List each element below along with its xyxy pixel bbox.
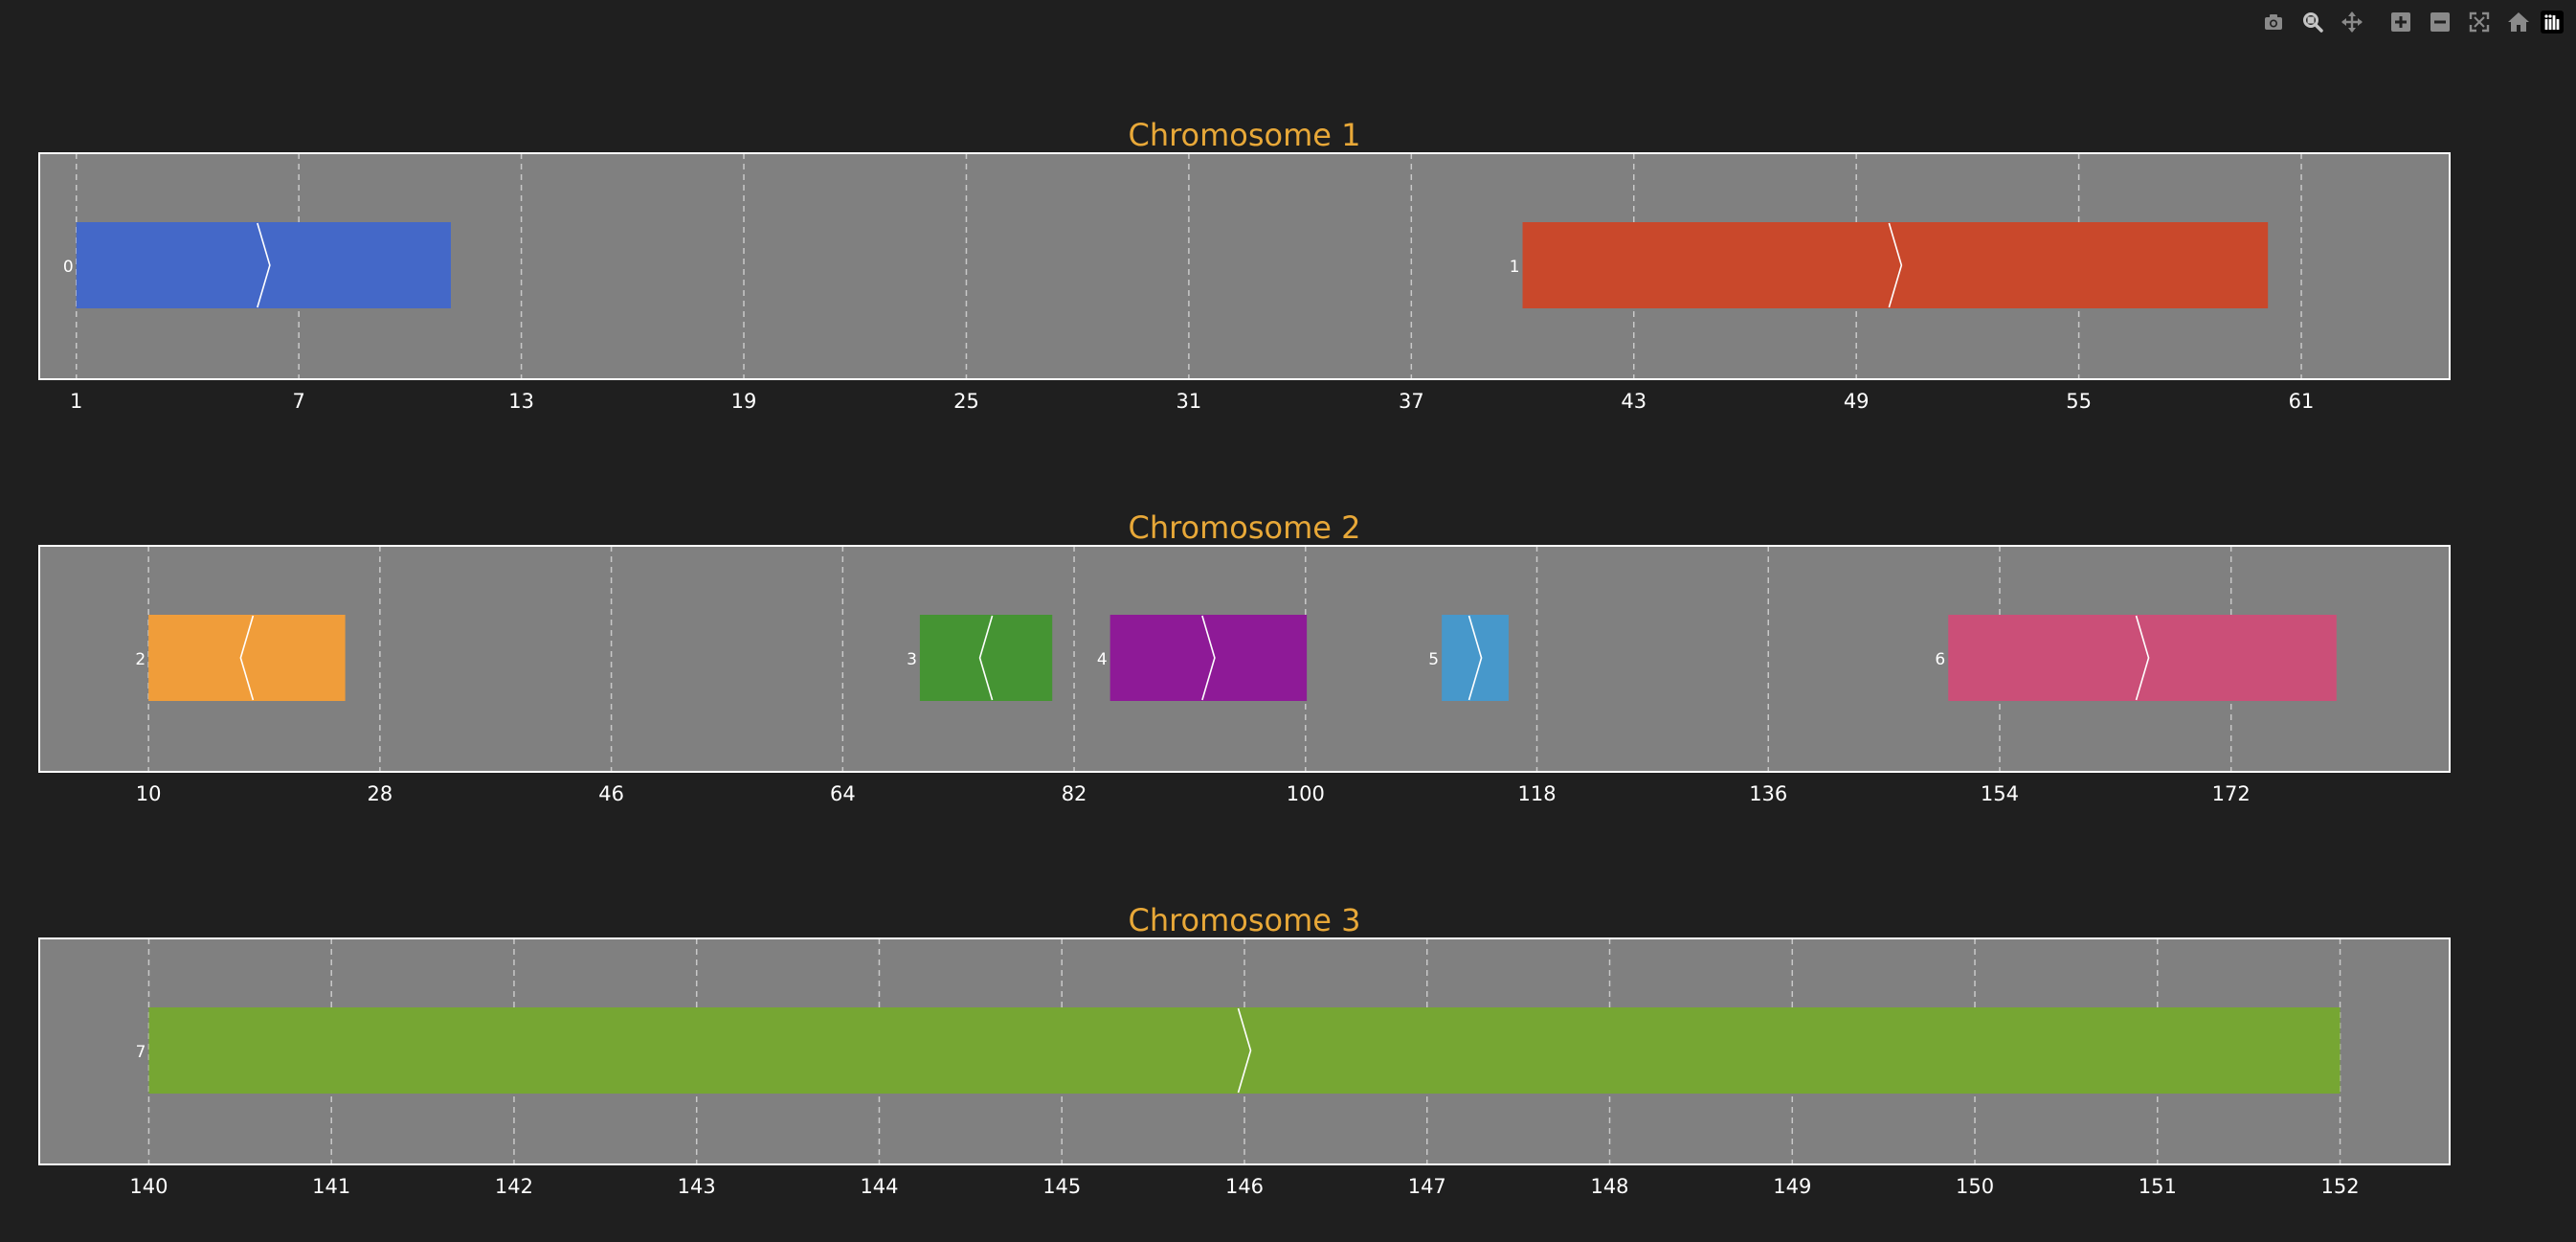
x-tick-label: 118 [1517,782,1556,805]
x-tick-label: 150 [1956,1175,1994,1198]
gene-label: 7 [136,1043,146,1062]
x-tick-label: 142 [495,1175,533,1198]
x-tick-label: 49 [1844,390,1870,413]
x-tick-label: 28 [368,782,393,805]
zoom-icon[interactable] [2293,8,2332,36]
x-tick-label: 136 [1749,782,1787,805]
x-tick-label: 148 [1590,1175,1628,1198]
gene-label: 1 [1510,258,1520,277]
strand-arrow-icon [239,615,255,701]
x-tick-label: 143 [678,1175,716,1198]
x-tick-label: 1 [70,390,82,413]
plot-frame [38,937,2451,1165]
chromosome-panel-1: Chromosome 1 1 7 13 19 25 31 37 43 49 55 61 0 1 [38,117,2451,413]
x-tick-label: 46 [598,782,624,805]
plotly-logo-icon[interactable] [2538,8,2566,36]
gene-label: 5 [1428,650,1439,669]
gene-bar[interactable] [1109,615,1308,701]
x-tick-label: 147 [1408,1175,1446,1198]
x-tick-label: 172 [2212,782,2251,805]
x-tick-label: 19 [731,390,757,413]
x-tick-label: 55 [2066,390,2092,413]
x-tick-label: 25 [953,390,979,413]
camera-icon[interactable] [2253,8,2293,36]
x-tick-label: 149 [1773,1175,1811,1198]
x-tick-label: 151 [2139,1175,2177,1198]
gene-label: 3 [907,650,917,669]
gene-label: 0 [63,258,74,277]
x-tick-label: 64 [830,782,856,805]
x-tick-label: 61 [2289,390,2315,413]
x-tick-label: 146 [1225,1175,1264,1198]
strand-arrow-icon [1888,222,1903,308]
gene-bar[interactable] [76,222,451,308]
gene-bar[interactable] [1442,615,1509,701]
x-tick-label: 152 [2320,1175,2359,1198]
gene-bar[interactable] [148,615,346,701]
gene-label: 6 [1935,650,1945,669]
x-tick-label: 140 [129,1175,168,1198]
x-tick-label: 82 [1062,782,1087,805]
chart-title: Chromosome 1 [1128,117,1360,153]
strand-arrow-icon [978,615,994,701]
home-icon[interactable] [2498,8,2538,36]
gene-label: 2 [135,650,146,669]
x-tick-label: 31 [1176,390,1202,413]
plot-frame [38,152,2451,380]
strand-arrow-icon [1237,1007,1252,1094]
chromosome-panel-3: Chromosome 3 140 141 142 143 144 145 146 147 148 1… [38,902,2451,1198]
chart-title: Chromosome 2 [1128,509,1360,546]
x-tick-label: 10 [136,782,162,805]
strand-arrow-icon [257,222,271,308]
gene-bar[interactable] [1948,615,2337,701]
strand-arrow-icon [1201,615,1216,701]
zoom-out-icon[interactable] [2420,8,2459,36]
zoom-in-icon[interactable] [2381,8,2420,36]
gene-bar[interactable] [1522,222,2269,308]
x-tick-label: 37 [1399,390,1424,413]
chart-title: Chromosome 3 [1128,902,1360,938]
modebar [2253,8,2566,36]
x-tick-label: 13 [508,390,534,413]
strand-arrow-icon [2135,615,2150,701]
x-tick-label: 100 [1287,782,1325,805]
x-tick-label: 145 [1042,1175,1081,1198]
x-tick-label: 7 [292,390,304,413]
x-tick-label: 141 [312,1175,350,1198]
x-tick-label: 144 [860,1175,898,1198]
gene-label: 4 [1097,650,1108,669]
strand-arrow-icon [1467,615,1483,701]
x-tick-label: 43 [1621,390,1646,413]
autoscale-icon[interactable] [2459,8,2498,36]
gene-bar[interactable] [148,1007,2341,1094]
gene-bar[interactable] [919,615,1053,701]
x-tick-label: 154 [1981,782,2019,805]
plot-frame [38,545,2451,773]
pan-icon[interactable] [2332,8,2371,36]
